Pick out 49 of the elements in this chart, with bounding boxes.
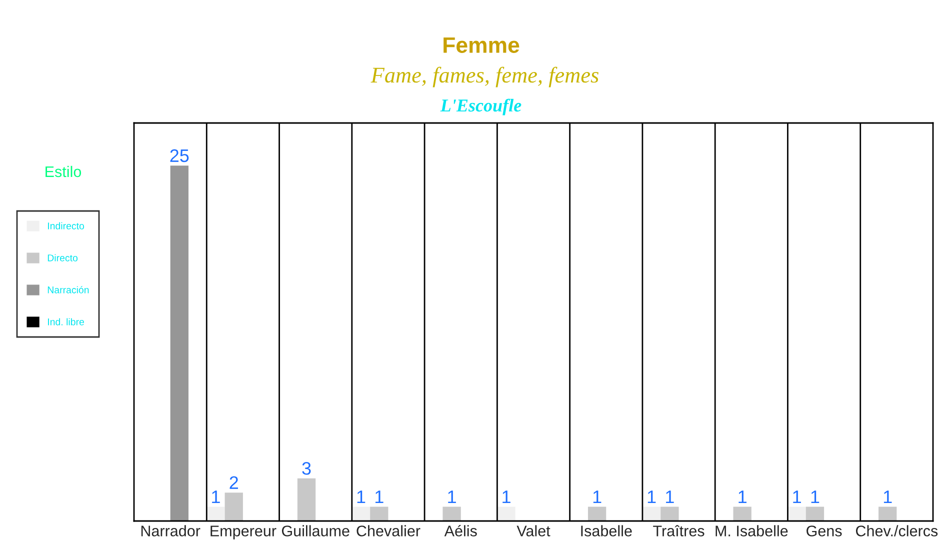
bar [442, 506, 461, 521]
data-label: 25 [170, 149, 189, 162]
bar [297, 478, 316, 521]
data-label: 1 [884, 490, 892, 504]
bar [588, 506, 606, 521]
data-label: 3 [302, 462, 311, 475]
x-tick-label: Chev./clercs [856, 525, 938, 536]
data-label: 1 [212, 490, 220, 504]
bar [206, 506, 225, 521]
bar [788, 506, 806, 521]
bar [352, 506, 370, 521]
chart-subtitle: Fame, fames, feme, femes [370, 66, 598, 88]
bar [642, 506, 661, 521]
bar [878, 506, 897, 521]
bar [660, 506, 679, 521]
chart-title: Femme [444, 37, 520, 53]
legend-title: Estilo [46, 166, 82, 178]
data-label: 1 [357, 490, 366, 504]
data-label: 1 [738, 490, 746, 504]
bar [170, 166, 188, 521]
x-tick-label: Aélis [444, 524, 477, 536]
data-label: 1 [376, 490, 384, 504]
bar [806, 506, 824, 521]
data-label: 1 [502, 490, 510, 504]
x-tick-label: Gens [806, 526, 842, 536]
legend-label: Narración [48, 286, 89, 294]
legend-label: Ind. libre [48, 318, 84, 326]
bar [733, 506, 752, 521]
x-tick-label: Empereur [210, 526, 276, 540]
x-tick-label: Guillaume [282, 525, 350, 536]
x-tick-label: Traîtres [653, 525, 704, 536]
bar [497, 506, 516, 521]
data-label: 1 [811, 490, 820, 504]
data-label: 1 [666, 490, 674, 504]
legend-label: Directo [48, 254, 78, 262]
bar [224, 492, 243, 521]
x-tick-label: Valet [516, 525, 550, 536]
x-tick-label: Isabelle [581, 525, 632, 536]
data-label: 1 [648, 490, 656, 504]
x-tick-label: Chevalier [356, 525, 420, 536]
bar [370, 506, 388, 521]
data-label: 2 [230, 476, 238, 489]
data-label: 1 [593, 490, 602, 504]
x-tick-label: Narrador [141, 525, 200, 536]
data-label: 1 [793, 490, 801, 504]
legend-label: Indirecto [48, 222, 84, 230]
x-tick-label: M. Isabelle [716, 525, 788, 536]
data-label: 1 [448, 490, 456, 504]
text: L'Escoufle [440, 98, 522, 116]
